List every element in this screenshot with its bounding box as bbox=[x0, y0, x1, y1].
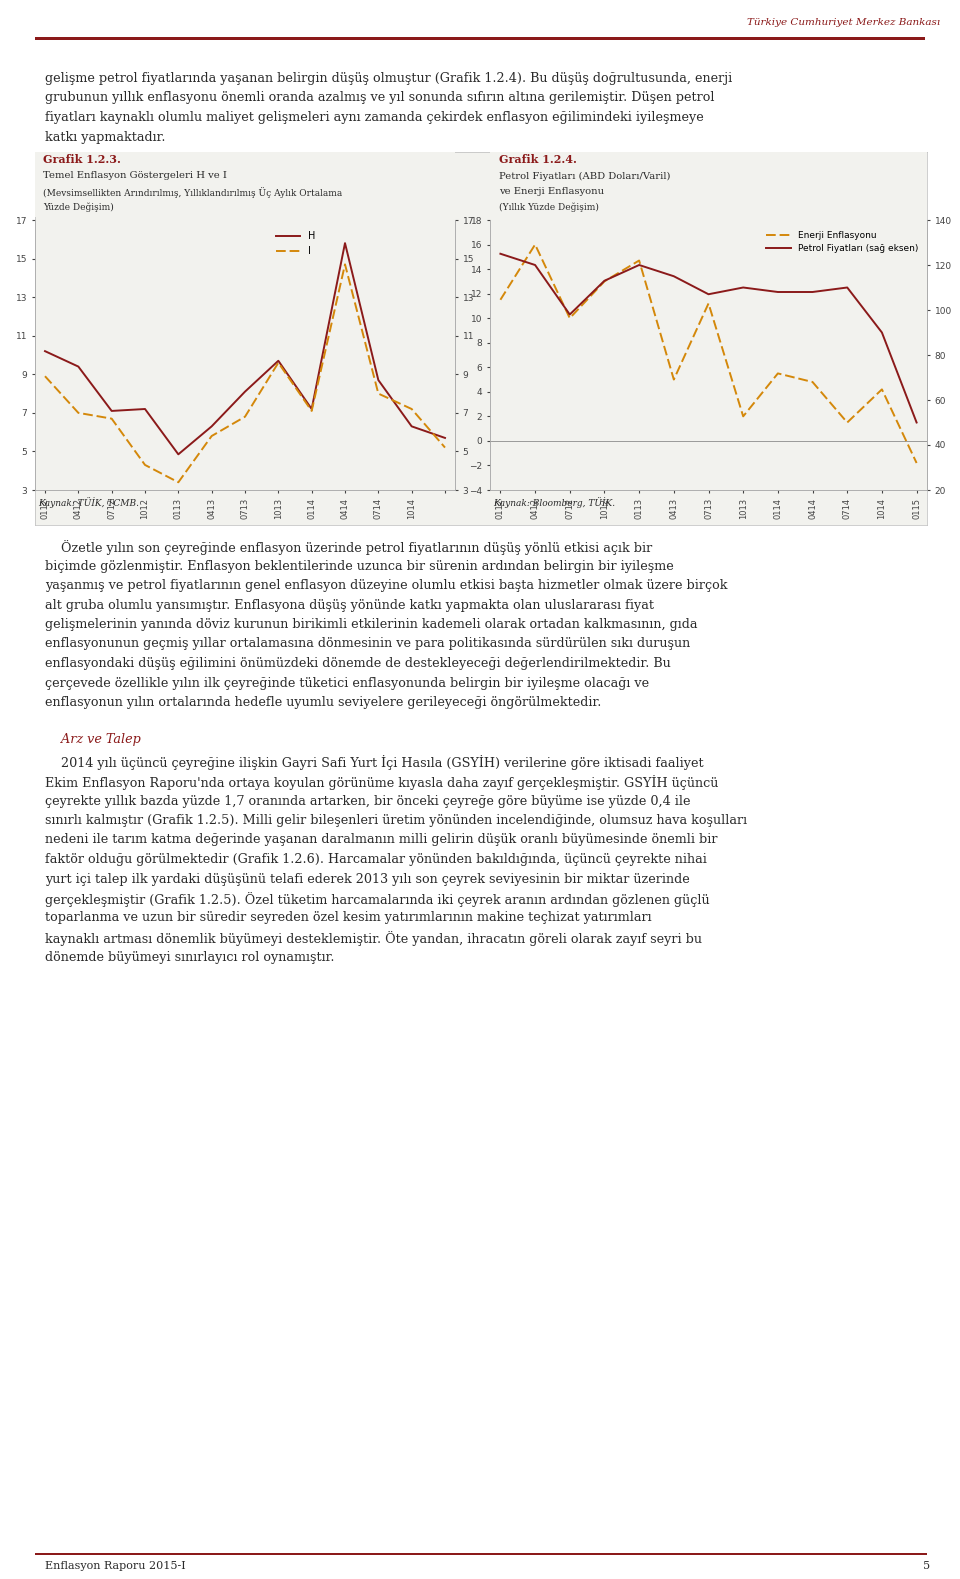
Text: yaşanmış ve petrol fiyatlarının genel enflasyon düzeyine olumlu etkisi başta hiz: yaşanmış ve petrol fiyatlarının genel en… bbox=[45, 579, 728, 592]
Text: ve Enerji Enflasyonu: ve Enerji Enflasyonu bbox=[499, 186, 604, 196]
Text: Grafik 1.2.4.: Grafik 1.2.4. bbox=[499, 153, 577, 164]
Text: biçimde gözlenmiştir. Enflasyon beklentilerinde uzunca bir sürenin ardından beli: biçimde gözlenmiştir. Enflasyon beklenti… bbox=[45, 559, 674, 573]
Text: gelişmelerinin yanında döviz kurunun birikimli etkilerinin kademeli olarak ortad: gelişmelerinin yanında döviz kurunun bir… bbox=[45, 617, 698, 632]
Text: kaynaklı artması dönemlik büyümeyi desteklemiştir. Öte yandan, ihracatın göreli : kaynaklı artması dönemlik büyümeyi deste… bbox=[45, 932, 702, 946]
Text: Ekim Enflasyon Raporu'nda ortaya koyulan görünüme kıyasla daha zayıf gerçekleşmi: Ekim Enflasyon Raporu'nda ortaya koyulan… bbox=[45, 775, 718, 790]
Text: çerçevede özellikle yılın ilk çeyreğinde tüketici enflasyonunda belirgin bir iyi: çerçevede özellikle yılın ilk çeyreğinde… bbox=[45, 676, 649, 690]
Text: 5: 5 bbox=[923, 1562, 930, 1571]
Text: enflasyonun yılın ortalarında hedefle uyumlu seviyelere gerileyeceği öngörülmekt: enflasyonun yılın ortalarında hedefle uy… bbox=[45, 696, 601, 709]
Text: alt gruba olumlu yansımıştır. Enflasyona düşüş yönünde katkı yapmakta olan ulusl: alt gruba olumlu yansımıştır. Enflasyona… bbox=[45, 598, 654, 611]
Text: Temel Enflasyon Göstergeleri H ve I: Temel Enflasyon Göstergeleri H ve I bbox=[43, 172, 228, 180]
Text: nedeni ile tarım katma değerinde yaşanan daralmanın milli gelirin düşük oranlı b: nedeni ile tarım katma değerinde yaşanan… bbox=[45, 834, 717, 846]
Text: Enflasyon Raporu 2015-I: Enflasyon Raporu 2015-I bbox=[45, 1562, 185, 1571]
Text: enflasyonunun geçmiş yıllar ortalamasına dönmesinin ve para politikasında sürdür: enflasyonunun geçmiş yıllar ortalamasına… bbox=[45, 638, 690, 651]
Text: (Yıllık Yüzde Değişim): (Yıllık Yüzde Değişim) bbox=[499, 202, 599, 212]
Text: gerçekleşmiştir (Grafik 1.2.5). Özel tüketim harcamalarında iki çeyrek aranın ar: gerçekleşmiştir (Grafik 1.2.5). Özel tük… bbox=[45, 892, 709, 906]
Legend: Enerji Enflasyonu, Petrol Fiyatları (sağ eksen): Enerji Enflasyonu, Petrol Fiyatları (sağ… bbox=[762, 227, 923, 257]
Text: Türkiye Cumhuriyet Merkez Bankası: Türkiye Cumhuriyet Merkez Bankası bbox=[747, 17, 940, 27]
Text: gelişme petrol fiyatlarında yaşanan belirgin düşüş olmuştur (Grafik 1.2.4). Bu d: gelişme petrol fiyatlarında yaşanan beli… bbox=[45, 73, 732, 85]
Text: dönemde büyümeyi sınırlayıcı rol oynamıştır.: dönemde büyümeyi sınırlayıcı rol oynamış… bbox=[45, 951, 334, 963]
Text: katkı yapmaktadır.: katkı yapmaktadır. bbox=[45, 131, 165, 144]
Text: Grafik 1.2.3.: Grafik 1.2.3. bbox=[43, 153, 121, 164]
Legend: H, I: H, I bbox=[272, 227, 319, 261]
Text: Petrol Fiyatları (ABD Doları/Varil): Petrol Fiyatları (ABD Doları/Varil) bbox=[499, 172, 670, 180]
Text: Yüzde Değişim): Yüzde Değişim) bbox=[43, 202, 114, 212]
Text: yurt içi talep ilk yardaki düşüşünü telafi ederek 2013 yılı son çeyrek seviyesin: yurt içi talep ilk yardaki düşüşünü tela… bbox=[45, 873, 689, 886]
Text: fiyatları kaynaklı olumlu maliyet gelişmeleri aynı zamanda çekirdek enflasyon eğ: fiyatları kaynaklı olumlu maliyet gelişm… bbox=[45, 111, 704, 125]
Text: çeyrekte yıllık bazda yüzde 1,7 oranında artarken, bir önceki çeyreğe göre büyüm: çeyrekte yıllık bazda yüzde 1,7 oranında… bbox=[45, 794, 690, 807]
Text: Arz ve Talep: Arz ve Talep bbox=[45, 734, 141, 747]
Text: Kaynak: TÜİK, TCMB.: Kaynak: TÜİK, TCMB. bbox=[38, 497, 139, 508]
Text: 2014 yılı üçüncü çeyreğine ilişkin Gayri Safi Yurt İçi Hasıla (GSYİH) verilerine: 2014 yılı üçüncü çeyreğine ilişkin Gayri… bbox=[45, 755, 704, 771]
Text: (Mevsimsellikten Arındırılmış, Yıllıklandırılmış Üç Aylık Ortalama: (Mevsimsellikten Arındırılmış, Yıllıklan… bbox=[43, 186, 343, 197]
Text: Özetle yılın son çeyreğinde enflasyon üzerinde petrol fiyatlarının düşüş yönlü e: Özetle yılın son çeyreğinde enflasyon üz… bbox=[45, 540, 652, 554]
Text: grubunun yıllık enflasyonu önemli oranda azalmış ve yıl sonunda sıfırın altına g: grubunun yıllık enflasyonu önemli oranda… bbox=[45, 92, 714, 104]
Text: sınırlı kalmıştır (Grafik 1.2.5). Milli gelir bileşenleri üretim yönünden incele: sınırlı kalmıştır (Grafik 1.2.5). Milli … bbox=[45, 815, 747, 827]
Text: faktör olduğu görülmektedir (Grafik 1.2.6). Harcamalar yönünden bakıldığında, üç: faktör olduğu görülmektedir (Grafik 1.2.… bbox=[45, 853, 707, 865]
Text: toparlanma ve uzun bir süredir seyreden özel kesim yatırımlarının makine teçhiza: toparlanma ve uzun bir süredir seyreden … bbox=[45, 911, 652, 924]
Text: Kaynak: Bloomberg, TÜİK.: Kaynak: Bloomberg, TÜİK. bbox=[493, 497, 615, 508]
Text: enflasyondaki düşüş eğilimini önümüzdeki dönemde de destekleyeceği değerlendiril: enflasyondaki düşüş eğilimini önümüzdeki… bbox=[45, 657, 671, 669]
